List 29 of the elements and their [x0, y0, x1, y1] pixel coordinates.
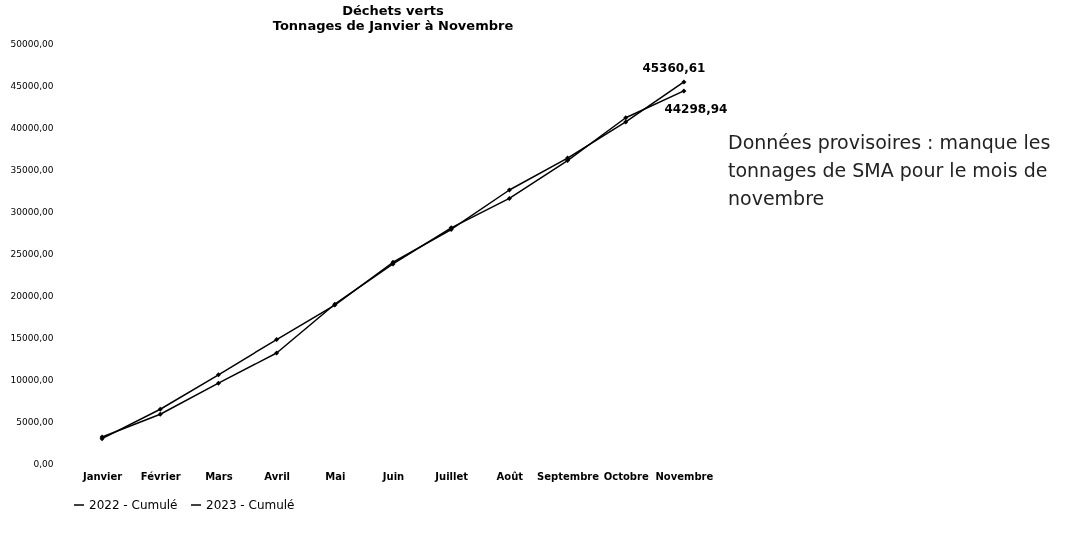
data-label: 45360,61	[642, 60, 706, 75]
y-tick-label: 30000,00	[10, 206, 54, 217]
x-tick-label: Février	[140, 470, 181, 482]
x-tick-label: Juillet	[434, 470, 469, 482]
y-tick-label: 20000,00	[10, 290, 54, 301]
x-tick-label: Juin	[381, 470, 405, 482]
y-tick-label: 5000,00	[16, 416, 54, 427]
y-tick-label: 45000,00	[10, 80, 54, 91]
y-tick-label: 0,00	[33, 458, 54, 469]
y-tick-label: 50000,00	[10, 38, 54, 49]
y-tick-label: 10000,00	[10, 374, 54, 385]
text: Données provisoires : manque les tonnages de SMA pour le mois de novembre	[728, 130, 1052, 211]
text: Déchets verts	[342, 3, 444, 18]
y-tick-label: 40000,00	[10, 122, 54, 133]
x-tick-label: Mars	[205, 470, 233, 482]
x-tick-label: Novembre	[655, 470, 714, 482]
legend-label: 2022 - Cumulé	[89, 498, 178, 512]
data-label: 44298,94	[664, 101, 728, 116]
y-tick-label: 35000,00	[10, 164, 54, 175]
legend-label: 2023 - Cumulé	[206, 498, 295, 512]
x-tick-label: Avril	[264, 470, 290, 482]
x-tick-label: Octobre	[603, 470, 649, 482]
x-tick-label: Mai	[325, 470, 346, 482]
x-tick-label: Janvier	[81, 470, 123, 482]
y-tick-label: 15000,00	[10, 332, 54, 343]
x-tick-label: Septembre	[537, 470, 600, 482]
x-tick-label: Août	[496, 470, 524, 482]
y-tick-label: 25000,00	[10, 248, 54, 259]
text: Tonnages de Janvier à Novembre	[272, 18, 514, 33]
